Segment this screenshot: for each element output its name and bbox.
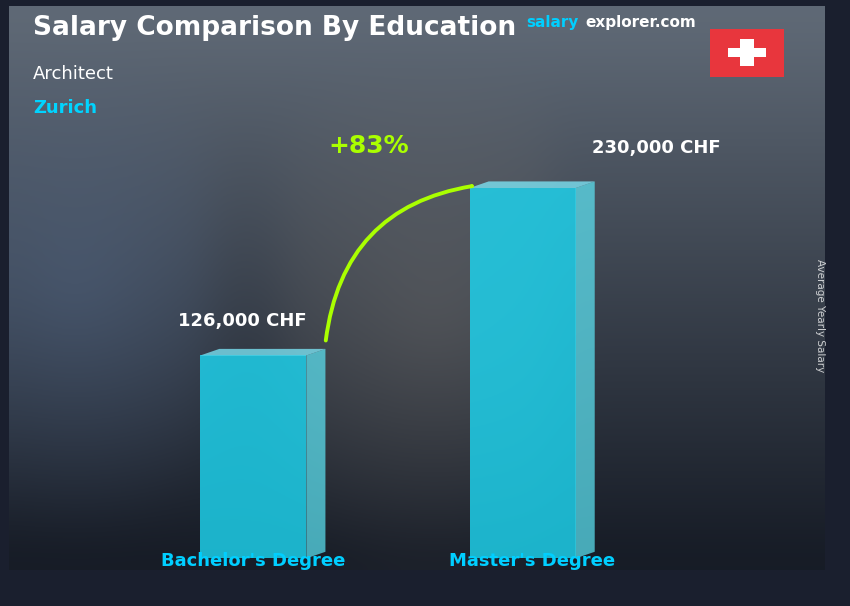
Text: Master's Degree: Master's Degree [449, 551, 615, 570]
Polygon shape [575, 181, 595, 558]
Text: +83%: +83% [329, 134, 409, 158]
Text: Architect: Architect [33, 65, 114, 83]
Text: salary: salary [527, 15, 579, 30]
Text: Salary Comparison By Education: Salary Comparison By Education [33, 15, 516, 41]
Bar [201, 356, 306, 558]
Text: explorer.com: explorer.com [586, 15, 696, 30]
Bar [740, 39, 754, 65]
Bar [469, 188, 575, 558]
Polygon shape [306, 349, 326, 558]
Polygon shape [469, 181, 595, 188]
Text: Average Yearly Salary: Average Yearly Salary [815, 259, 825, 373]
Text: 230,000 CHF: 230,000 CHF [592, 139, 721, 157]
Bar [711, 28, 784, 76]
Text: Zurich: Zurich [33, 99, 97, 117]
FancyArrowPatch shape [326, 186, 472, 341]
Text: 126,000 CHF: 126,000 CHF [178, 312, 307, 330]
Polygon shape [201, 349, 326, 356]
Text: Bachelor's Degree: Bachelor's Degree [162, 551, 345, 570]
Bar [728, 48, 766, 57]
